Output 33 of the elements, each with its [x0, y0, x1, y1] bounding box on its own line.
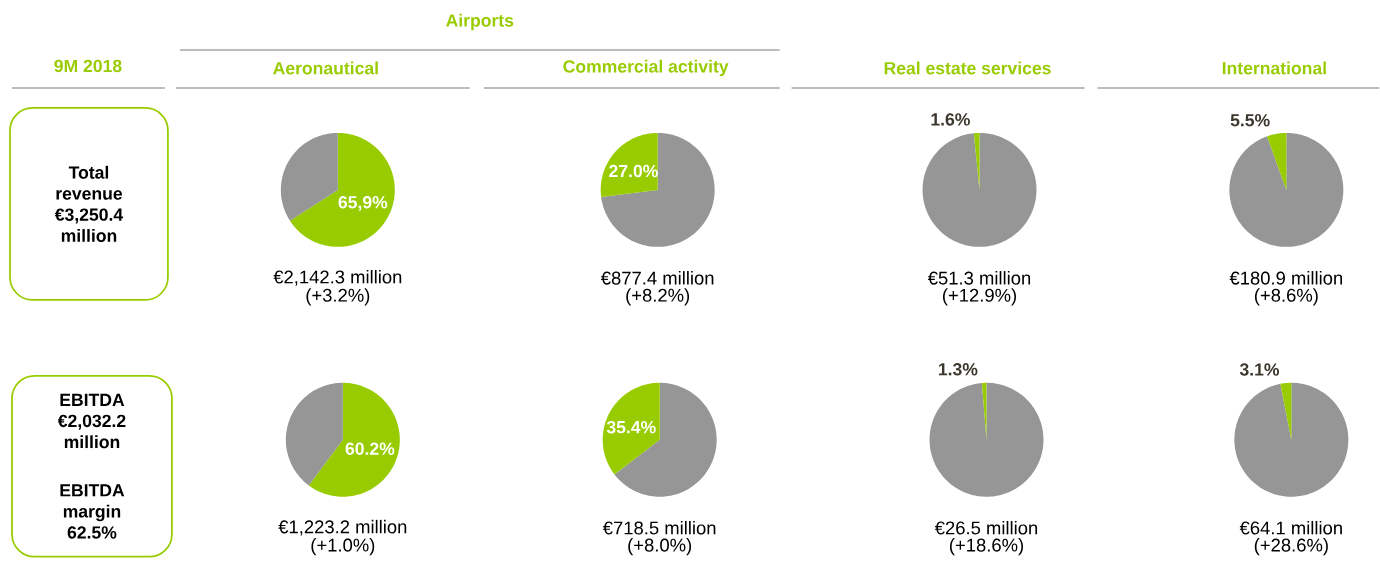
- text: (+8.0%): [628, 538, 692, 556]
- text: (+12.9%): [942, 288, 1017, 306]
- chart-title: International: [1222, 61, 1326, 75]
- text: (+8.6%): [1254, 288, 1318, 306]
- chart-title: Aeronautical: [273, 61, 378, 75]
- text: (+8.2%): [626, 288, 690, 306]
- text: 9M 2018: [54, 59, 122, 73]
- text: Airports: [446, 13, 514, 31]
- data-label: 5.5%: [1230, 114, 1270, 127]
- data-label: 1.3%: [938, 363, 978, 376]
- text: €2,142.3 million: [273, 270, 402, 286]
- text: (+28.6%): [1254, 538, 1328, 556]
- text: €64.1 million: [1239, 521, 1342, 535]
- chart-title: Real estate services: [884, 61, 1051, 75]
- chart-title: Commercial activity: [563, 59, 729, 77]
- data-label: 1.6%: [931, 113, 970, 126]
- text: (+3.2%): [306, 288, 370, 306]
- text: €26.5 million: [934, 521, 1038, 535]
- data-label: 27.0%: [609, 164, 658, 178]
- text: (+1.0%): [311, 538, 375, 556]
- data-label: 3.1%: [1239, 363, 1280, 376]
- data-label: 60.2%: [345, 442, 395, 456]
- text: €51.3 million: [927, 271, 1031, 285]
- text: €1,223.2 million: [278, 520, 407, 536]
- text: (+18.6%): [949, 538, 1024, 556]
- data-label: 65,9%: [338, 196, 388, 212]
- text: EBITDA €2,032.2 million: [57, 393, 126, 449]
- text: Total revenue €3,250.4 million: [54, 165, 124, 243]
- text: €877.4 million: [600, 271, 714, 285]
- text: €718.5 million: [602, 521, 716, 535]
- text: EBITDA margin 62.5%: [60, 484, 125, 539]
- data-label: 35.4%: [606, 421, 656, 434]
- text: €180.9 million: [1229, 271, 1343, 285]
